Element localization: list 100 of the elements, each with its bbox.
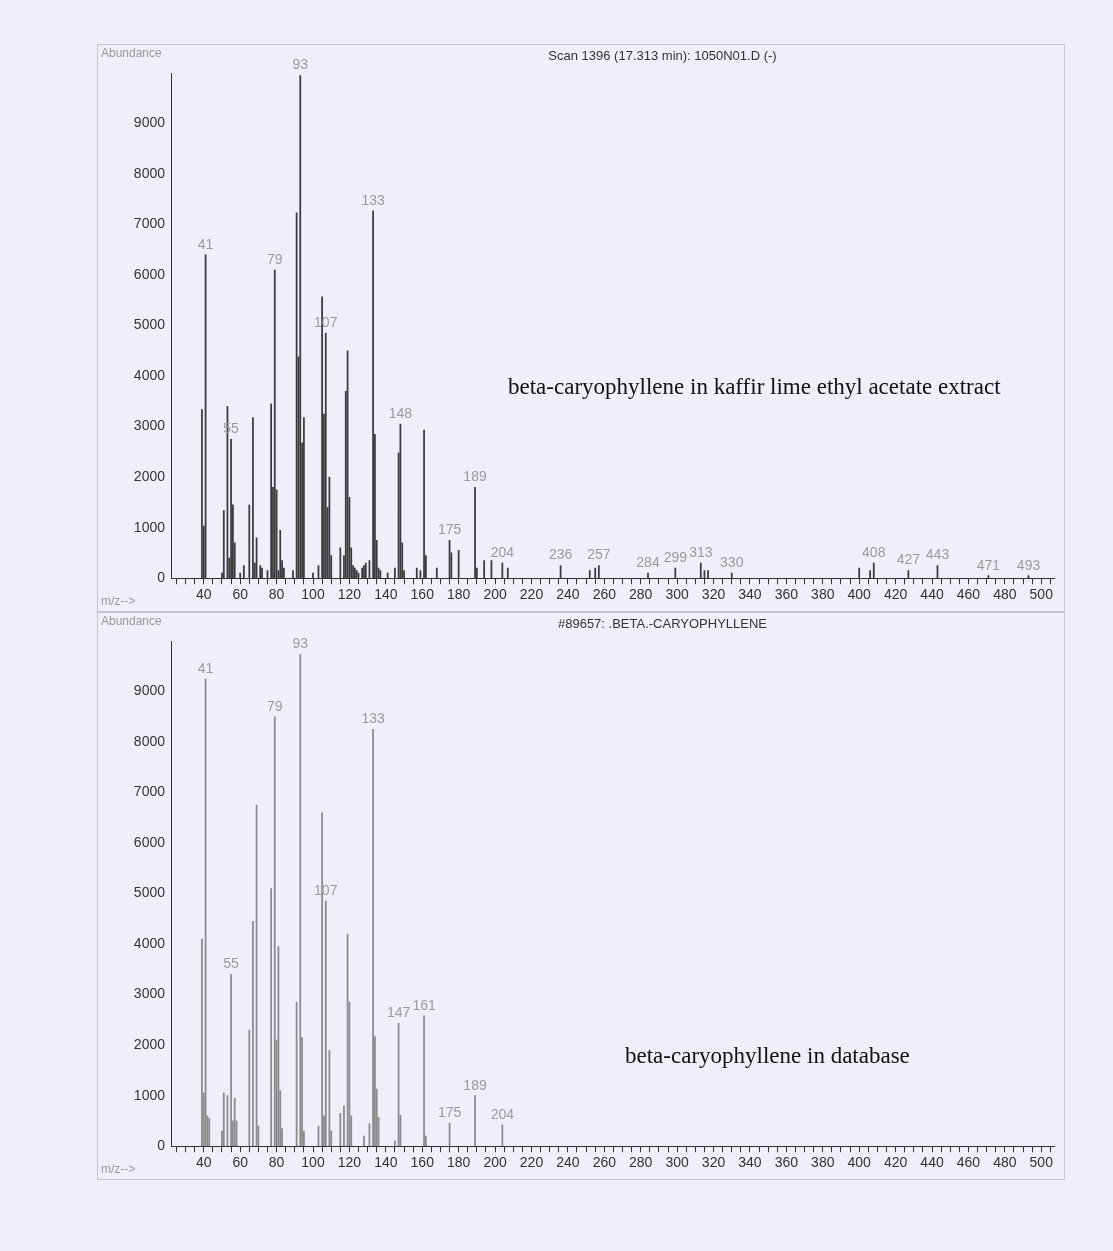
x-tick-label: 500: [1029, 586, 1054, 603]
annotation: 204: [490, 1105, 515, 1122]
annotation: 493: [1016, 556, 1041, 573]
annotation: 161: [412, 996, 436, 1013]
annotation: 236: [548, 546, 573, 563]
x-tick-label: 340: [738, 586, 762, 603]
annotation: 41: [197, 235, 214, 252]
x-tick-label: 360: [774, 1154, 799, 1171]
annotation: 79: [266, 697, 283, 714]
x-tick-label: 180: [446, 586, 471, 603]
x-tick-label: 320: [701, 586, 726, 603]
annotation: 257: [587, 546, 611, 563]
annotation: 204: [490, 543, 515, 560]
x-tick-label: 140: [374, 586, 398, 603]
y-tick-label: 9000: [133, 114, 166, 131]
x-tick-label: 280: [629, 1154, 653, 1171]
x-axis-title: m/z-->: [101, 594, 136, 609]
x-tick-label: 300: [665, 586, 690, 603]
x-tick-label: 260: [592, 1154, 617, 1171]
annotation: 189: [463, 468, 487, 485]
x-tick-label: 220: [519, 586, 544, 603]
y-tick-label: 6000: [133, 833, 166, 850]
x-tick-label: 180: [446, 1154, 471, 1171]
x-tick-label: 200: [483, 1154, 507, 1171]
x-tick-label: 480: [993, 586, 1017, 603]
y-tick-label: 2000: [133, 1036, 166, 1053]
y-tick-label: 8000: [133, 164, 166, 181]
annotation: 133: [361, 710, 385, 727]
chart-title: Scan 1396 (17.313 min): 1050N01.D (-): [548, 48, 777, 64]
x-tick-label: 120: [337, 1154, 362, 1171]
x-tick-label: 460: [956, 1154, 981, 1171]
x-tick-label: 340: [738, 1154, 762, 1171]
y-tick-label: 4000: [133, 366, 166, 383]
annotation: 471: [976, 556, 1001, 573]
y-tick-label: 7000: [133, 215, 166, 232]
annotation: 147: [386, 1004, 411, 1021]
x-tick-label: 100: [301, 586, 325, 603]
x-tick-label: 300: [665, 1154, 690, 1171]
y-tick-label: 5000: [133, 884, 166, 901]
x-tick-label: 60: [232, 1154, 249, 1171]
x-tick-label: 440: [920, 586, 944, 603]
x-tick-label: 80: [268, 586, 285, 603]
x-tick-label: 80: [268, 1154, 285, 1171]
x-tick-label: 40: [195, 586, 212, 603]
annotation: 313: [689, 543, 713, 560]
x-tick-label: 400: [847, 586, 872, 603]
x-tick-label: 260: [592, 586, 617, 603]
x-tick-label: 280: [629, 586, 653, 603]
x-tick-label: 400: [847, 1154, 872, 1171]
annotation: 175: [437, 521, 462, 538]
annotation: beta-caryophyllene in kaffir lime ethyl acetate extract: [508, 374, 1001, 400]
x-tick-label: 480: [993, 1154, 1017, 1171]
x-axis-title: m/z-->: [101, 1162, 136, 1177]
annotation: 79: [266, 250, 283, 267]
y-tick-label: 0: [157, 569, 166, 586]
y-tick-label: 8000: [133, 732, 166, 749]
x-tick-label: 100: [301, 1154, 325, 1171]
x-tick-label: 420: [883, 1154, 908, 1171]
x-tick-label: 360: [774, 586, 799, 603]
chart-title: #89657: .BETA.-CARYOPHYLLENE: [557, 616, 768, 632]
y-tick-label: 2000: [133, 468, 166, 485]
x-tick-label: 140: [374, 1154, 398, 1171]
annotation: 408: [862, 543, 886, 560]
x-tick-label: 380: [811, 586, 835, 603]
y-tick-label: 7000: [133, 783, 166, 800]
annotation: 189: [463, 1076, 487, 1093]
x-tick-label: 60: [232, 586, 249, 603]
x-tick-label: 220: [519, 1154, 544, 1171]
y-tick-label: 4000: [133, 934, 166, 951]
x-tick-label: 40: [195, 1154, 212, 1171]
y-tick-label: 1000: [133, 518, 166, 535]
y-tick-label: 1000: [133, 1086, 166, 1103]
y-tick-label: 3000: [133, 417, 166, 434]
y-tick-label: 5000: [133, 316, 166, 333]
x-tick-label: 240: [556, 1154, 580, 1171]
x-tick-label: 420: [883, 586, 908, 603]
x-tick-label: 440: [920, 1154, 944, 1171]
annotation: 93: [292, 56, 309, 73]
y-tick-label: 0: [157, 1137, 166, 1154]
annotation: 299: [663, 548, 688, 565]
annotation: 284: [636, 554, 660, 571]
annotation: beta-caryophyllene in database: [625, 1043, 910, 1069]
x-tick-label: 200: [483, 586, 507, 603]
x-tick-label: 160: [410, 1154, 435, 1171]
annotation: 133: [361, 191, 385, 208]
x-tick-label: 160: [410, 586, 435, 603]
y-tick-label: 3000: [133, 985, 166, 1002]
x-tick-label: 460: [956, 586, 981, 603]
annotation: 427: [896, 551, 921, 568]
y-tick-label: 9000: [133, 682, 166, 699]
y-tick-label: 6000: [133, 265, 166, 282]
annotation: 148: [388, 404, 413, 421]
annotation: 41: [197, 659, 214, 676]
x-tick-label: 240: [556, 586, 580, 603]
annotation: 443: [925, 546, 950, 563]
x-tick-label: 320: [701, 1154, 726, 1171]
x-tick-label: 500: [1029, 1154, 1054, 1171]
y-axis-title: Abundance: [101, 614, 163, 629]
annotation: 93: [292, 635, 309, 652]
annotation: 55: [223, 955, 240, 972]
